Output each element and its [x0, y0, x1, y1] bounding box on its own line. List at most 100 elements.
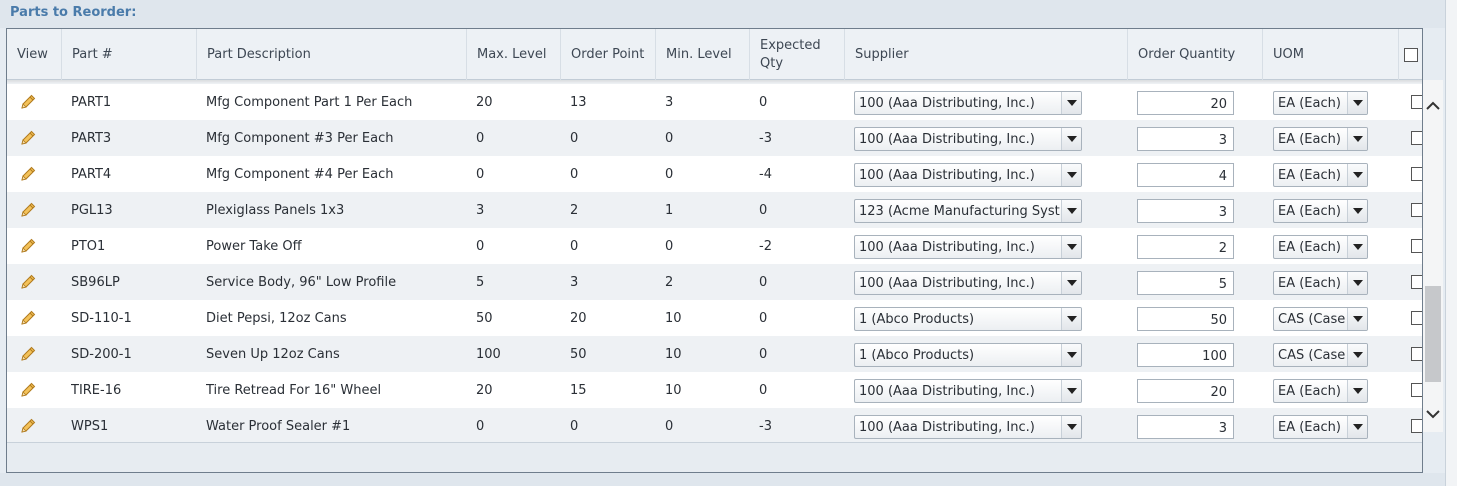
supplier-select[interactable]: 100 (Aaa Distributing, Inc.) [854, 235, 1082, 259]
chevron-down-icon[interactable] [1423, 404, 1443, 424]
supplier-select[interactable]: 1 (Abco Products) [854, 307, 1082, 331]
row-select-checkbox[interactable] [1411, 167, 1422, 181]
uom-select[interactable]: EA (Each) [1273, 127, 1368, 151]
order-quantity-input[interactable] [1137, 307, 1234, 331]
supplier-select[interactable]: 123 (Acme Manufacturing Syst [854, 199, 1082, 223]
order-quantity-input[interactable] [1137, 415, 1234, 439]
col-header-supplier[interactable]: Supplier [844, 29, 1128, 80]
pencil-icon[interactable] [18, 372, 38, 408]
pencil-icon[interactable] [18, 192, 38, 228]
uom-select[interactable]: CAS (Case [1273, 307, 1368, 331]
chevron-down-icon[interactable] [1061, 236, 1081, 258]
chevron-down-icon[interactable] [1347, 236, 1367, 258]
chevron-down-icon[interactable] [1347, 416, 1367, 438]
uom-select[interactable]: EA (Each) [1273, 379, 1368, 403]
uom-select[interactable]: EA (Each) [1273, 199, 1368, 223]
select-all-checkbox[interactable] [1403, 47, 1418, 62]
pencil-icon[interactable] [18, 120, 38, 156]
uom-select[interactable]: EA (Each) [1273, 235, 1368, 259]
chevron-down-icon[interactable] [1061, 128, 1081, 150]
pencil-icon[interactable] [18, 300, 38, 336]
chevron-down-icon[interactable] [1347, 380, 1367, 402]
order-point-cell: 0 [570, 418, 579, 434]
row-select-checkbox[interactable] [1411, 347, 1422, 361]
uom-select[interactable]: CAS (Case [1273, 343, 1368, 367]
row-select-checkbox[interactable] [1411, 203, 1422, 217]
row-select-checkbox[interactable] [1411, 275, 1422, 289]
min-level-cell: 0 [665, 166, 674, 182]
pencil-icon[interactable] [18, 156, 38, 192]
row-select-checkbox[interactable] [1411, 239, 1422, 253]
supplier-select[interactable]: 100 (Aaa Distributing, Inc.) [854, 271, 1082, 295]
col-header-order-quantity[interactable]: Order Quantity [1127, 29, 1263, 80]
pencil-icon[interactable] [18, 228, 38, 264]
col-header-order-point[interactable]: Order Point [560, 29, 655, 80]
order-quantity-input[interactable] [1137, 343, 1234, 367]
uom-select[interactable]: EA (Each) [1273, 91, 1368, 115]
min-level-cell: 10 [665, 382, 682, 398]
chevron-down-icon[interactable] [1061, 164, 1081, 186]
chevron-down-icon[interactable] [1061, 344, 1081, 366]
col-header-max-level[interactable]: Max. Level [466, 29, 560, 80]
chevron-down-icon[interactable] [1347, 92, 1367, 114]
min-level-cell: 10 [665, 310, 682, 326]
order-point-cell: 3 [570, 274, 579, 290]
col-header-view[interactable]: View [17, 47, 48, 62]
order-quantity-input[interactable] [1137, 379, 1234, 403]
chevron-down-icon[interactable] [1061, 272, 1081, 294]
col-header-part[interactable]: Part # [61, 29, 196, 80]
order-quantity-input[interactable] [1137, 163, 1234, 187]
chevron-down-icon[interactable] [1061, 200, 1081, 222]
chevron-down-icon[interactable] [1347, 308, 1367, 330]
grid-scrollbar[interactable] [1423, 80, 1443, 432]
supplier-select[interactable]: 100 (Aaa Distributing, Inc.) [854, 415, 1082, 439]
row-select-checkbox[interactable] [1411, 419, 1422, 433]
order-quantity-input[interactable] [1137, 235, 1234, 259]
chevron-down-icon[interactable] [1061, 92, 1081, 114]
order-quantity-input[interactable] [1137, 199, 1234, 223]
chevron-down-icon[interactable] [1347, 272, 1367, 294]
order-quantity-input[interactable] [1137, 91, 1234, 115]
row-select-checkbox[interactable] [1411, 95, 1422, 109]
chevron-down-icon[interactable] [1347, 128, 1367, 150]
table-row: PART3 Mfg Component #3 Per Each 0 0 0 -3 100 (… [7, 120, 1422, 156]
supplier-select[interactable]: 100 (Aaa Distributing, Inc.) [854, 91, 1082, 115]
chevron-down-icon[interactable] [1347, 164, 1367, 186]
supplier-select[interactable]: 100 (Aaa Distributing, Inc.) [854, 379, 1082, 403]
min-level-cell: 0 [665, 418, 674, 434]
chevron-down-icon[interactable] [1061, 416, 1081, 438]
row-select-checkbox[interactable] [1411, 311, 1422, 325]
col-header-uom[interactable]: UOM [1262, 29, 1398, 80]
col-header-min-level[interactable]: Min. Level [655, 29, 749, 80]
part-description-cell: Power Take Off [206, 238, 302, 254]
chevron-down-icon[interactable] [1061, 380, 1081, 402]
supplier-select[interactable]: 1 (Abco Products) [854, 343, 1082, 367]
uom-select[interactable]: EA (Each) [1273, 271, 1368, 295]
uom-select[interactable]: EA (Each) [1273, 415, 1368, 439]
supplier-select[interactable]: 100 (Aaa Distributing, Inc.) [854, 163, 1082, 187]
supplier-select[interactable]: 100 (Aaa Distributing, Inc.) [854, 127, 1082, 151]
max-level-cell: 0 [476, 130, 485, 146]
col-header-expected-qty[interactable]: Expected Qty [749, 29, 844, 80]
part-number-cell: SD-200-1 [71, 346, 132, 362]
chevron-up-icon[interactable] [1423, 96, 1443, 116]
pencil-icon[interactable] [18, 84, 38, 120]
uom-select[interactable]: EA (Each) [1273, 163, 1368, 187]
col-header-expected-line1: Expected [760, 37, 821, 53]
chevron-down-icon[interactable] [1347, 344, 1367, 366]
pencil-icon[interactable] [18, 264, 38, 300]
part-description-cell: Mfg Component #4 Per Each [206, 166, 394, 182]
part-number-cell: WPS1 [71, 418, 109, 434]
col-header-select-all[interactable] [1398, 29, 1422, 80]
pencil-icon[interactable] [18, 336, 38, 372]
order-quantity-input[interactable] [1137, 271, 1234, 295]
row-select-checkbox[interactable] [1411, 131, 1422, 145]
scrollbar-thumb[interactable] [1425, 286, 1441, 382]
pencil-icon[interactable] [18, 408, 38, 442]
chevron-down-icon[interactable] [1061, 308, 1081, 330]
part-number-cell: PTO1 [71, 238, 106, 254]
order-quantity-input[interactable] [1137, 127, 1234, 151]
col-header-description[interactable]: Part Description [196, 29, 466, 80]
row-select-checkbox[interactable] [1411, 383, 1422, 397]
chevron-down-icon[interactable] [1347, 200, 1367, 222]
